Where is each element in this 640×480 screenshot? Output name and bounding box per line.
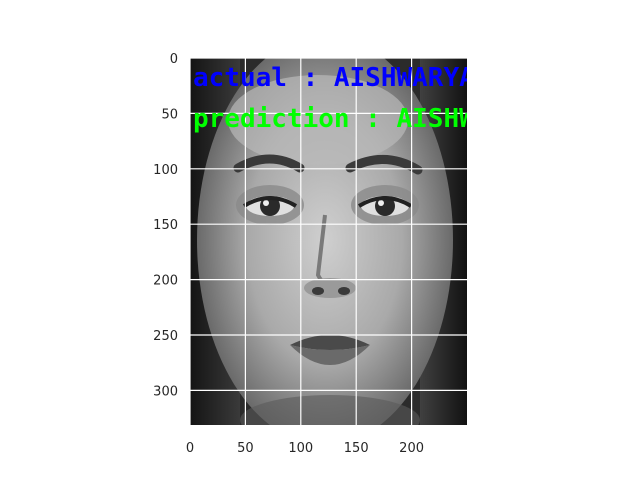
face-photo <box>190 58 467 425</box>
y-tick-label: 50 <box>161 107 178 122</box>
y-tick-label: 0 <box>170 52 178 67</box>
y-tick-label: 100 <box>153 163 178 178</box>
y-tick-label: 250 <box>153 329 178 344</box>
x-axis-ticks: 0 50 100 150 200 <box>186 441 424 456</box>
actual-label: actual : AISHWARYA <box>193 63 475 93</box>
x-tick-label: 100 <box>288 441 313 456</box>
x-tick-label: 150 <box>344 441 369 456</box>
x-tick-label: 0 <box>186 441 194 456</box>
grid-lines <box>190 58 467 425</box>
x-tick-label: 50 <box>237 441 254 456</box>
y-tick-label: 300 <box>153 384 178 399</box>
y-tick-label: 150 <box>153 218 178 233</box>
y-axis-ticks: 0 50 100 150 200 250 300 <box>153 52 178 399</box>
prediction-label: prediction : AISHWA <box>193 104 491 134</box>
y-tick-label: 200 <box>153 274 178 289</box>
x-tick-label: 200 <box>399 441 424 456</box>
